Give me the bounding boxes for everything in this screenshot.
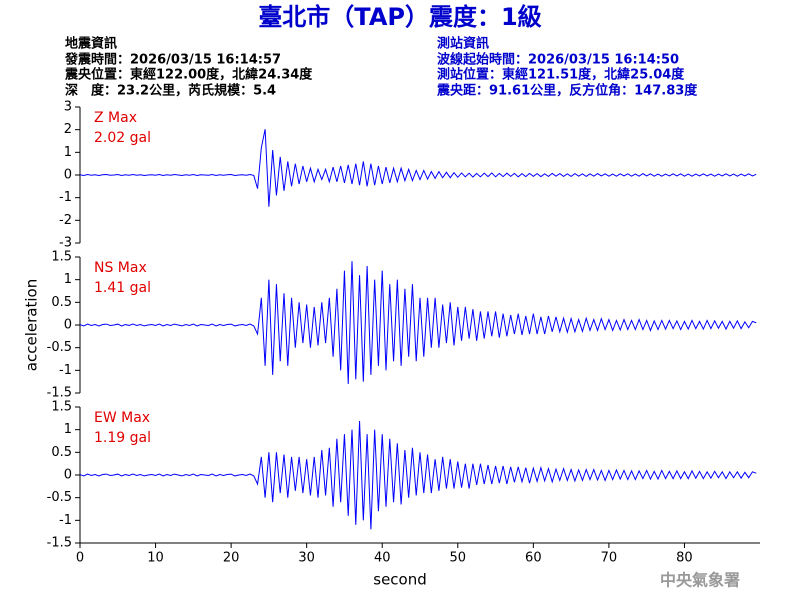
y-tick-label: -1.5 <box>47 536 72 551</box>
info-right: 震央距：91.61公里，反方位角：147.83度 <box>436 83 698 99</box>
y-tick-label: 1 <box>64 272 72 287</box>
y-tick-label: -0.5 <box>47 490 72 505</box>
info-left: 深 度：23.2公里，芮氏規模：5.4 <box>65 83 276 99</box>
y-axis-label: acceleration <box>23 279 41 371</box>
y-tick-label: 1.5 <box>51 400 72 415</box>
x-tick-label: 60 <box>525 551 542 566</box>
y-tick-label: -1 <box>59 363 72 378</box>
y-tick-label: -1.5 <box>47 386 72 401</box>
info-right: 波線起始時間：2026/03/15 16:14:50 <box>437 52 679 68</box>
x-tick-label: 70 <box>601 551 618 566</box>
y-tick-label: -1 <box>59 190 72 205</box>
waveform <box>79 129 757 207</box>
annotation: 1.19 gal <box>94 430 151 446</box>
info-left: 發震時間：2026/03/15 16:14:57 <box>64 52 281 68</box>
y-tick-label: -2 <box>59 213 72 228</box>
x-axis-label: second <box>373 571 427 589</box>
y-tick-label: 2 <box>64 122 72 137</box>
x-tick-label: 80 <box>676 551 693 566</box>
x-tick-label: 0 <box>76 551 84 566</box>
y-tick-label: -0.5 <box>47 340 72 355</box>
x-tick-label: 40 <box>374 551 391 566</box>
annotation: 1.41 gal <box>94 280 151 296</box>
y-tick-label: 0 <box>64 468 72 483</box>
annotation: 2.02 gal <box>94 130 151 146</box>
y-tick-label: -3 <box>59 236 72 251</box>
title: 臺北市（TAP）震度：1級 <box>258 3 541 31</box>
watermark: 中央氣象署 <box>660 571 740 590</box>
x-tick-label: 50 <box>450 551 467 566</box>
y-tick-label: 0 <box>64 318 72 333</box>
y-tick-label: 0 <box>64 168 72 183</box>
annotation: NS Max <box>94 260 147 276</box>
y-tick-label: 0.5 <box>51 295 72 310</box>
x-tick-label: 10 <box>147 551 164 566</box>
x-tick-label: 30 <box>298 551 315 566</box>
annotation: Z Max <box>94 110 137 126</box>
x-tick-label: 20 <box>223 551 240 566</box>
waveform <box>79 261 757 384</box>
info-right: 測站資訊 <box>437 36 489 52</box>
y-tick-label: 3 <box>64 100 72 115</box>
y-tick-label: 0.5 <box>51 445 72 460</box>
info-left: 地震資訊 <box>65 36 117 52</box>
y-tick-label: 1.5 <box>51 250 72 265</box>
y-tick-label: 1 <box>64 145 72 160</box>
annotation: EW Max <box>94 410 150 426</box>
waveform <box>79 421 757 530</box>
y-tick-label: -1 <box>59 513 72 528</box>
info-right: 測站位置：東經121.51度，北緯25.04度 <box>437 67 685 83</box>
y-tick-label: 1 <box>64 422 72 437</box>
info-left: 震央位置：東經122.00度，北緯24.34度 <box>64 67 313 83</box>
